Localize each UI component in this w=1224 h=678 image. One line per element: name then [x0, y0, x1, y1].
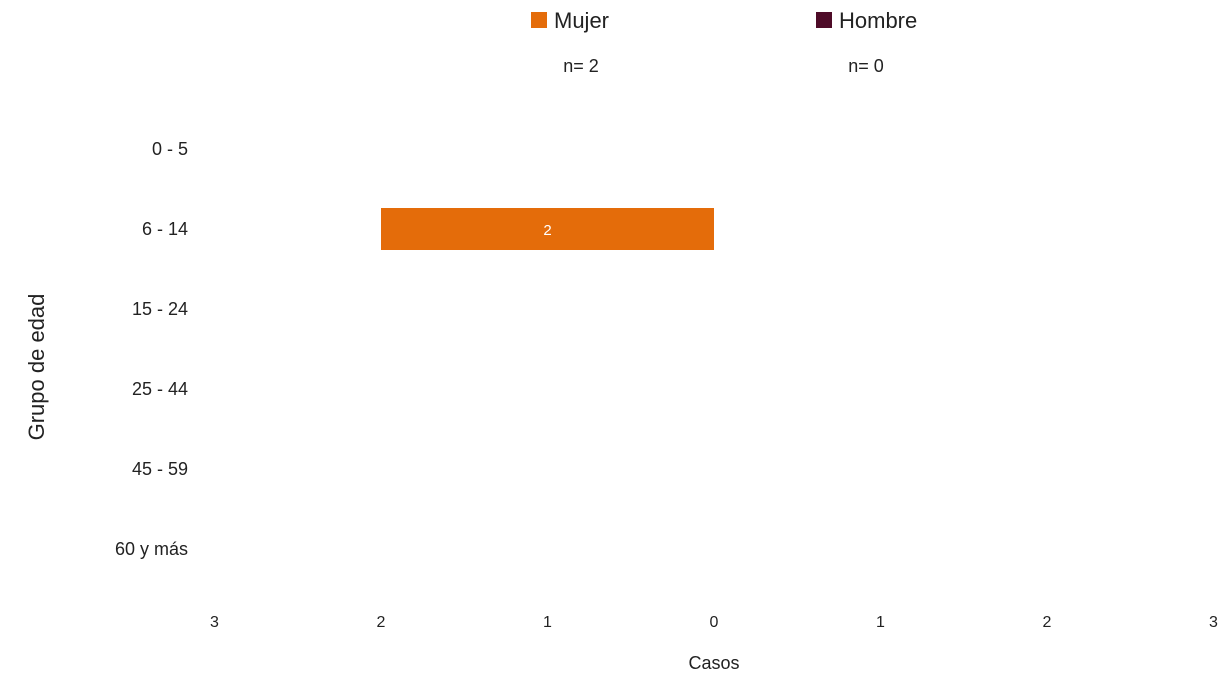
y-axis-title: Grupo de edad	[24, 294, 49, 441]
x-tick-label: 0	[710, 614, 719, 631]
bar-mujer	[381, 208, 714, 250]
y-tick-label: 45 - 59	[132, 459, 188, 479]
y-tick-label: 6 - 14	[142, 219, 188, 239]
bars-group: 2	[381, 208, 714, 250]
y-tick-label: 25 - 44	[132, 379, 188, 399]
x-tick-label: 3	[1209, 614, 1218, 631]
x-axis-title: Casos	[688, 653, 739, 673]
y-tick-label: 0 - 5	[152, 139, 188, 159]
legend-count-mujer: n= 2	[563, 56, 599, 76]
y-tick-label: 60 y más	[115, 539, 188, 559]
x-tick-label: 3	[210, 614, 219, 631]
y-axis-tick-labels: 0 - 5 6 - 14 15 - 24 25 - 44 45 - 59 60 y más	[115, 139, 188, 559]
legend-count-hombre: n= 0	[848, 56, 884, 76]
legend-label-hombre: Hombre	[839, 8, 917, 33]
legend-swatch-hombre	[816, 12, 832, 28]
x-tick-label: 1	[543, 614, 552, 631]
x-tick-label: 1	[876, 614, 885, 631]
x-axis-tick-labels: 3 2 1 0 1 2 3	[210, 614, 1218, 631]
y-tick-label: 15 - 24	[132, 299, 188, 319]
x-tick-label: 2	[1043, 614, 1052, 631]
x-tick-label: 2	[377, 614, 386, 631]
legend-label-mujer: Mujer	[554, 8, 609, 33]
legend: Mujer n= 2 Hombre n= 0	[531, 8, 917, 76]
bar-data-label: 2	[543, 222, 551, 239]
legend-swatch-mujer	[531, 12, 547, 28]
